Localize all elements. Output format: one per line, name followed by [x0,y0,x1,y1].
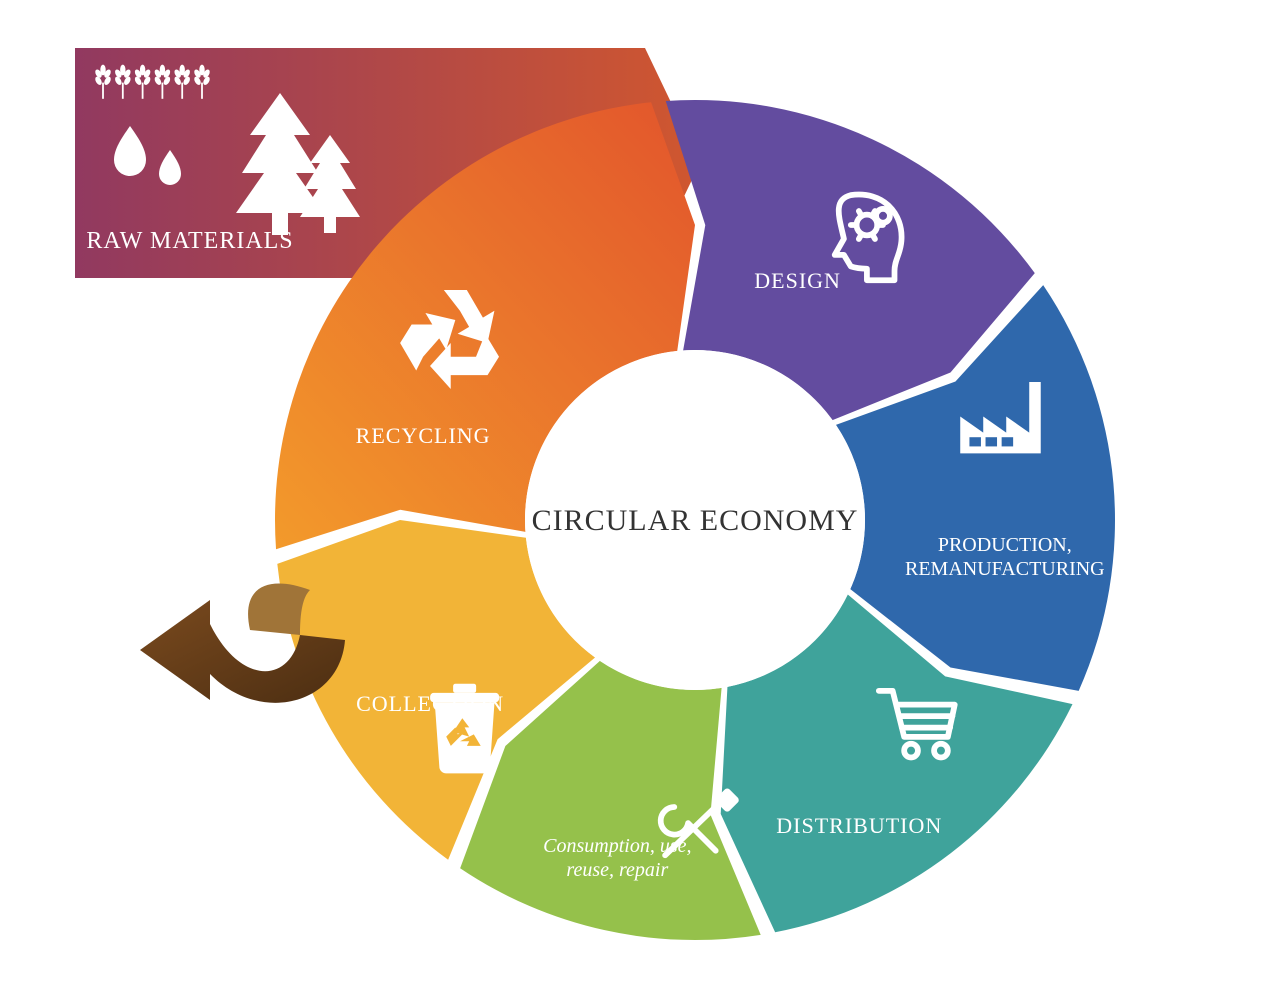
residual-waste-label: RESIDUAL [116,732,254,763]
circular-economy-diagram: RAW MATERIALS DESIGN PRODUCTION,REMANUFAC… [0,0,1280,984]
segment-label-collection: COLLECTION [356,691,504,716]
segment-label-consumption-1: reuse, repair [566,859,668,881]
segment-label-production-0: PRODUCTION, [938,534,1072,556]
segment-label-recycling: RECYCLING [356,423,491,448]
segment-label-consumption-0: Consumption, use, [543,835,691,857]
segment-label-design: DESIGN [754,268,841,293]
residual-waste-label-2: WASTE [138,766,231,797]
segment-label-production-1: REMANUFACTURING [905,558,1105,580]
raw-materials-label: RAW MATERIALS [86,228,293,254]
segment-label-distribution: DISTRIBUTION [776,813,942,838]
center-title: CIRCULAR ECONOMY [532,504,859,537]
